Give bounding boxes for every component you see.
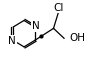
Text: OH: OH xyxy=(69,33,85,43)
Text: Cl: Cl xyxy=(54,3,64,13)
Text: N: N xyxy=(8,36,16,46)
Text: N: N xyxy=(32,21,40,31)
